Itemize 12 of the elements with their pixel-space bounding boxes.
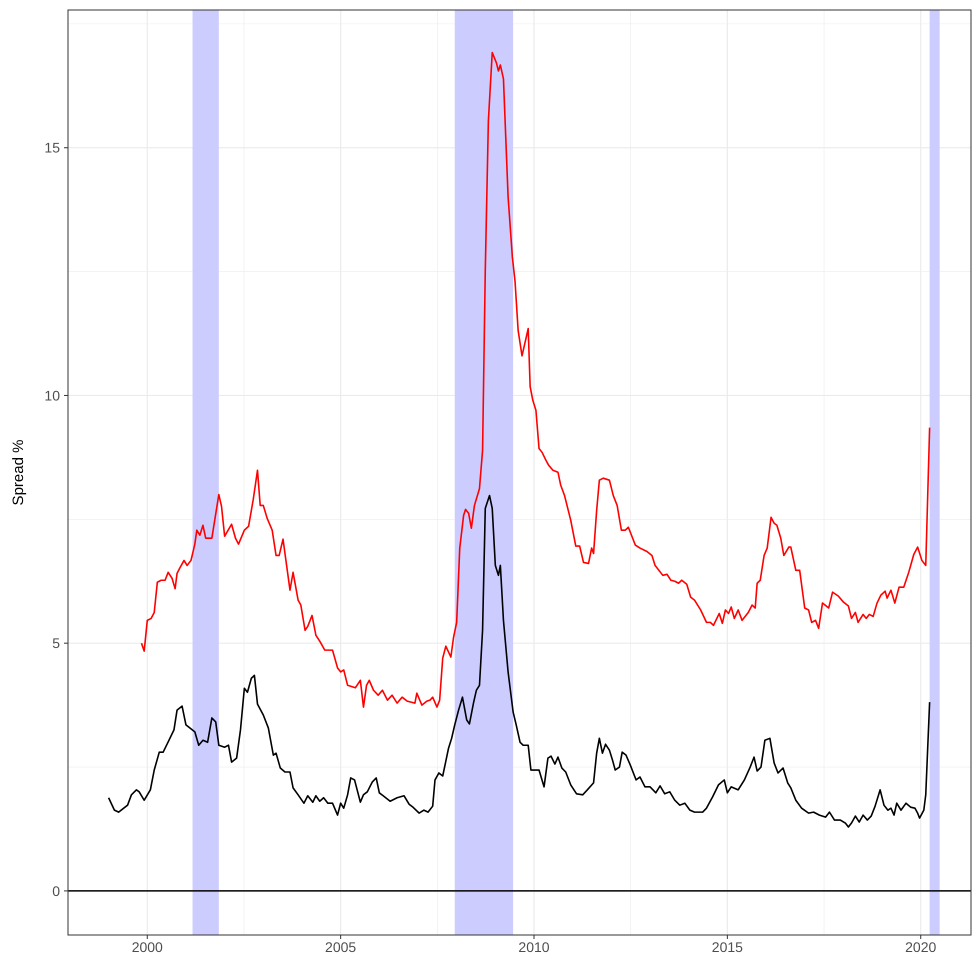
x-tick-label: 2010 [518, 939, 550, 955]
y-tick-label: 10 [44, 387, 60, 404]
y-tick-label: 0 [52, 882, 60, 899]
line-series [108, 494, 930, 828]
y-tick-label: 5 [52, 635, 60, 652]
x-tick-label: 2000 [132, 939, 164, 955]
y-axis-title: Spread % [10, 440, 27, 506]
x-tick-label: 2005 [325, 939, 356, 955]
line-series [140, 52, 930, 708]
x-tick-label: 2020 [905, 939, 937, 955]
y-tick-label: 15 [44, 140, 60, 156]
x-tick-label: 2015 [712, 939, 744, 955]
